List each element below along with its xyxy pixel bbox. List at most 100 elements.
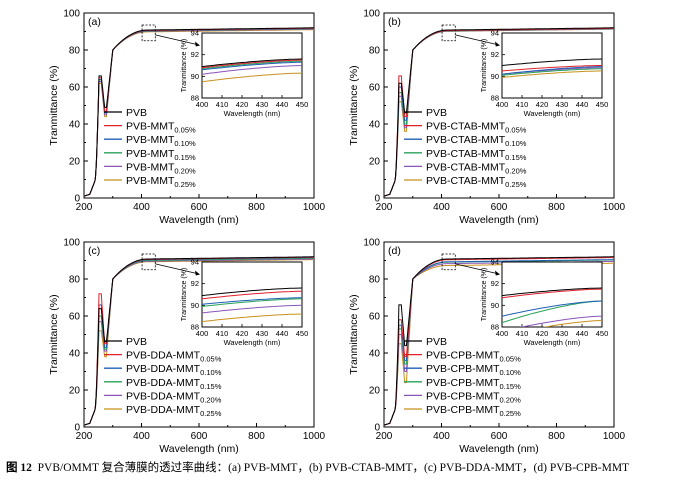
legend-entry-3: PVB-CTAB-MMT0.15% [426, 148, 527, 162]
x-tick-label: 800 [548, 202, 565, 213]
inset-y-tick-label: 94 [191, 258, 199, 267]
zoom-arrow [155, 263, 200, 275]
inset-x-axis-label: Wavelength (nm) [524, 109, 581, 118]
legend-entry-subscript: 0.20% [500, 395, 522, 404]
legend-entry-name: PVB-DDA-MMT [126, 390, 201, 402]
legend-entry-subscript: 0.15% [174, 153, 196, 162]
zoom-arrow-head [195, 41, 200, 47]
inset-series-line-4 [202, 65, 302, 75]
zoom-box [141, 253, 156, 271]
x-tick-label: 600 [191, 202, 208, 213]
figure-caption: 图 12 PVB/OMMT 复合薄膜的透过率曲线：(a) PVB-MMT，(b)… [6, 459, 678, 475]
legend-entry-4: PVB-MMT0.20% [126, 161, 196, 175]
inset-y-tick-label: 94 [491, 29, 499, 38]
inset-chart: 400 410 420 430 440 450 88 90 92 94 Wavelength (nm… [481, 29, 608, 119]
legend-entry-subscript: 0.25% [174, 180, 196, 189]
inset-x-tick-label: 450 [596, 100, 609, 109]
y-tick-label: 0 [74, 423, 80, 434]
x-tick-label: 200 [76, 202, 93, 213]
y-axis-label: Tranmittance (%) [348, 65, 360, 145]
inset-x-tick-label: 400 [196, 100, 209, 109]
inset-x-tick-label: 410 [216, 329, 229, 338]
y-axis-label: Tranmittance (%) [348, 294, 360, 374]
inset-x-tick-label: 410 [516, 329, 529, 338]
y-tick-label: 80 [369, 275, 381, 286]
y-tick-label: 80 [69, 275, 81, 286]
inset-y-tick-label: 92 [491, 50, 499, 59]
y-tick-label: 100 [63, 238, 80, 249]
inset-y-tick-label: 90 [191, 301, 199, 310]
y-tick-label: 100 [63, 9, 80, 20]
legend-entry-name: PVB-CPB-MMT [426, 390, 500, 402]
y-tick-label: 40 [369, 349, 381, 360]
legend-entry-4: PVB-CPB-MMT0.20% [426, 390, 521, 404]
panel-label: (d) [388, 245, 401, 257]
y-tick-label: 0 [374, 194, 380, 205]
legend-entry-name: PVB-CPB-MMT [426, 350, 500, 362]
y-tick-label: 60 [369, 83, 381, 94]
inset-y-tick-label: 90 [491, 72, 499, 81]
inset-frame [201, 261, 303, 328]
inset-series-line-5 [202, 72, 302, 83]
y-tick-label: 60 [69, 83, 81, 94]
legend-entry-5: PVB-CTAB-MMT0.25% [426, 175, 527, 189]
zoom-box [441, 253, 456, 271]
inset-x-tick-label: 440 [576, 329, 589, 338]
zoom-arrow-head [195, 270, 200, 276]
inset-x-tick-label: 420 [536, 100, 549, 109]
y-tick-label: 100 [363, 238, 380, 249]
inset-x-tick-label: 410 [516, 100, 529, 109]
legend-entry-name: PVB-DDA-MMT [126, 350, 201, 362]
legend-entry-subscript: 0.25% [200, 409, 222, 418]
inset-y-tick-label: 88 [191, 94, 199, 103]
inset-y-axis-label: Tranmittance (%) [181, 39, 188, 92]
panel-label: (a) [88, 16, 101, 28]
legend-entry-subscript: 0.10% [200, 368, 222, 377]
series-line-0 [383, 27, 614, 197]
y-tick-label: 60 [69, 312, 81, 323]
x-tick-label: 200 [76, 431, 93, 442]
inset-series-line-0 [202, 287, 302, 297]
legend-entry-5: PVB-CPB-MMT0.25% [426, 404, 521, 418]
x-axis-label: Wavelength (nm) [459, 214, 539, 226]
chart-panel-c: 200 400 600 800 1000 0 20 40 60 80 100 Wavelength (… [48, 238, 326, 456]
inset-series-line-4 [202, 304, 302, 314]
inset-x-axis-label: Wavelength (nm) [224, 338, 281, 347]
legend-entry-0: PVB [126, 336, 147, 348]
legend-entry-name: PVB-MMT [126, 161, 175, 173]
inset-series-line-1 [502, 65, 602, 72]
inset-y-tick-label: 88 [491, 94, 499, 103]
y-tick-label: 20 [69, 157, 81, 168]
chart-panel-b: 200 400 600 800 1000 0 20 40 60 80 100 Wavelength (… [348, 9, 626, 227]
legend-entry-subscript: 0.05% [174, 126, 196, 135]
legend-entry-1: PVB-MMT0.05% [126, 121, 196, 135]
legend-entry-subscript: 0.15% [500, 382, 522, 391]
x-tick-label: 400 [433, 202, 450, 213]
y-tick-label: 0 [74, 194, 80, 205]
inset-y-tick-label: 94 [191, 29, 199, 38]
legend-entry-name: PVB-CTAB-MMT [426, 134, 506, 146]
legend-entry-name: PVB-CTAB-MMT [426, 121, 506, 133]
zoom-arrow [155, 34, 200, 46]
inset-x-tick-label: 400 [496, 100, 509, 109]
legend-entry-name: PVB-CTAB-MMT [426, 148, 506, 160]
legend: PVBPVB-MMT0.05%PVB-MMT0.10%PVB-MMT0.15%P… [104, 107, 196, 189]
zoom-arrow [455, 34, 500, 46]
inset-y-tick-label: 90 [491, 301, 499, 310]
inset-x-tick-label: 430 [256, 100, 269, 109]
y-tick-label: 20 [369, 157, 381, 168]
inset-x-tick-label: 440 [276, 100, 289, 109]
y-axis-label: Tranmittance (%) [48, 65, 60, 145]
legend-entry-1: PVB-DDA-MMT0.05% [126, 350, 222, 364]
legend: PVBPVB-CPB-MMT0.05%PVB-CPB-MMT0.10%PVB-C… [404, 336, 521, 418]
legend-entry-name: PVB-CPB-MMT [426, 404, 500, 416]
series-line-0 [83, 256, 314, 426]
legend-entry-subscript: 0.15% [505, 153, 527, 162]
legend-entry-subscript: 0.05% [505, 126, 527, 135]
legend-entry-name: PVB-CPB-MMT [426, 377, 500, 389]
x-tick-label: 800 [548, 431, 565, 442]
inset-series-line-0 [502, 58, 602, 66]
inset-x-tick-label: 440 [576, 100, 589, 109]
inset-x-tick-label: 420 [536, 329, 549, 338]
y-tick-label: 60 [369, 312, 381, 323]
